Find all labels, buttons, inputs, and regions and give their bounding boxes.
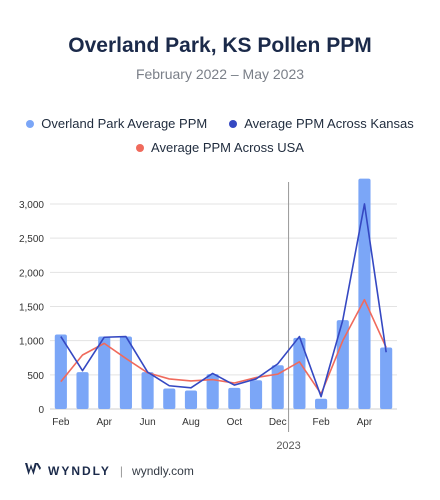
chart-subtitle: February 2022 – May 2023: [135, 66, 305, 82]
bar-overland-park: [358, 178, 371, 409]
bar-overland-park: [119, 336, 132, 409]
legend-label-usa: Average PPM Across USA: [151, 140, 304, 155]
x-tick-label: Feb: [52, 417, 70, 428]
chart-title: Overland Park, KS Pollen PPM: [68, 34, 372, 57]
legend-swatch-usa: [136, 143, 145, 152]
legend-label-overland-park: Overland Park Average PPM: [41, 116, 208, 131]
legend-row-top: Overland Park Average PPM Average PPM Ac…: [0, 116, 440, 131]
legend-item-usa[interactable]: Average PPM Across USA: [136, 140, 304, 155]
legend-row-bottom: Average PPM Across USA: [0, 140, 440, 155]
line-kansas-average: [60, 203, 387, 398]
x-tick-label: Feb: [312, 417, 330, 428]
y-tick-label: 2,000: [19, 268, 44, 279]
bar-overland-park: [163, 388, 176, 409]
bar-overland-park: [141, 372, 154, 409]
y-tick-label: 0: [38, 405, 44, 416]
legend-item-overland-park[interactable]: Overland Park Average PPM: [26, 116, 207, 131]
y-tick-label: 1,500: [19, 302, 44, 313]
x-tick-label: Apr: [357, 417, 373, 428]
footer-site-link[interactable]: wyndly.com: [132, 463, 194, 478]
bar-overland-park: [228, 387, 241, 409]
bar-overland-park: [98, 336, 111, 409]
bar-overland-park: [249, 380, 263, 409]
bar-overland-park: [76, 372, 89, 409]
y-tick-label: 1,000: [19, 337, 44, 348]
bar-overland-park: [293, 337, 306, 409]
legend-swatch-kansas: [229, 119, 238, 128]
line-usa-average: [60, 298, 387, 395]
legend-swatch-bar: [26, 119, 35, 128]
bar-overland-park: [336, 320, 349, 409]
legend-item-kansas[interactable]: Average PPM Across Kansas: [229, 116, 414, 131]
brand-name: WYNDLY: [48, 463, 111, 478]
bar-overland-park: [380, 347, 393, 409]
footer-separator: |: [119, 463, 124, 478]
x-tick-label: Aug: [182, 417, 200, 428]
bar-overland-park: [54, 334, 67, 409]
y-tick-label: 3,000: [19, 200, 44, 211]
wyndly-logo-icon: [24, 462, 42, 479]
bar-overland-park: [206, 374, 219, 409]
x-tick-label: Apr: [96, 417, 112, 428]
y-tick-label: 500: [27, 371, 44, 382]
year-label: 2023: [276, 440, 300, 452]
bar-overland-park: [315, 398, 328, 409]
bar-overland-park: [271, 365, 284, 409]
legend-label-kansas: Average PPM Across Kansas: [244, 116, 414, 131]
x-tick-label: Dec: [269, 417, 287, 428]
footer: WYNDLY | wyndly.com: [24, 462, 194, 479]
x-tick-label: Oct: [227, 417, 243, 428]
bar-overland-park: [184, 390, 198, 409]
x-tick-label: Jun: [140, 417, 156, 428]
y-tick-label: 2,500: [19, 234, 44, 245]
pollen-chart: 0 500 1,000 1,500 2,000 2,500 3,000 2023 Feb Apr J…: [19, 178, 397, 452]
